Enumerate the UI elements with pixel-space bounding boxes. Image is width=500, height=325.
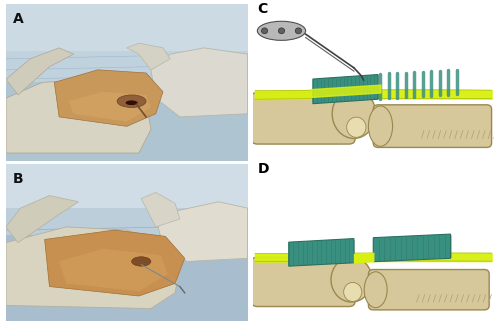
Polygon shape xyxy=(288,239,354,266)
Ellipse shape xyxy=(331,257,372,302)
Polygon shape xyxy=(59,249,168,291)
Ellipse shape xyxy=(117,95,146,108)
Bar xyxy=(6,164,248,235)
Polygon shape xyxy=(373,234,450,262)
Ellipse shape xyxy=(126,100,138,105)
Bar xyxy=(6,4,248,51)
Ellipse shape xyxy=(368,106,392,146)
FancyBboxPatch shape xyxy=(252,93,355,144)
Ellipse shape xyxy=(258,21,306,40)
Polygon shape xyxy=(141,192,180,227)
Text: B: B xyxy=(13,172,24,186)
Ellipse shape xyxy=(346,117,366,137)
Polygon shape xyxy=(6,196,78,242)
Polygon shape xyxy=(6,227,180,308)
FancyBboxPatch shape xyxy=(373,105,492,148)
Ellipse shape xyxy=(344,282,362,302)
Ellipse shape xyxy=(132,257,151,266)
Text: C: C xyxy=(258,2,268,16)
Polygon shape xyxy=(151,48,248,117)
Circle shape xyxy=(295,28,302,34)
Polygon shape xyxy=(44,230,184,296)
Bar xyxy=(6,164,248,208)
FancyBboxPatch shape xyxy=(368,269,489,310)
Polygon shape xyxy=(54,70,163,126)
FancyBboxPatch shape xyxy=(252,257,355,306)
Text: A: A xyxy=(13,12,24,26)
Circle shape xyxy=(278,28,284,34)
Polygon shape xyxy=(6,48,73,95)
Text: D: D xyxy=(258,162,269,176)
Polygon shape xyxy=(313,74,378,104)
Polygon shape xyxy=(6,79,151,153)
Ellipse shape xyxy=(332,89,376,138)
Polygon shape xyxy=(127,43,170,70)
Polygon shape xyxy=(69,92,151,122)
Bar xyxy=(6,4,248,82)
Circle shape xyxy=(262,28,268,34)
Polygon shape xyxy=(158,202,248,261)
Ellipse shape xyxy=(364,272,387,308)
